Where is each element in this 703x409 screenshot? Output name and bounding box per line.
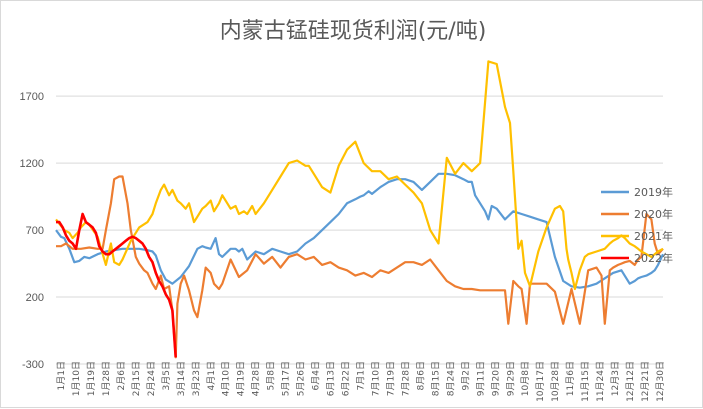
chart-title: 内蒙古锰硅现货利润(元/吨) xyxy=(220,19,487,44)
x-tick-label: 4月28日 xyxy=(251,361,262,396)
x-tick-label: 9月29日 xyxy=(505,361,516,396)
series-line-2 xyxy=(56,175,664,359)
x-tick-label: 4月19日 xyxy=(236,361,247,396)
y-tick-label: 700 xyxy=(26,225,44,237)
x-tick-label: 3月14日 xyxy=(176,361,187,396)
x-tick-label: 9月20日 xyxy=(490,361,501,396)
x-tick-label: 6月4日 xyxy=(311,361,322,390)
x-tick-label: 7月19日 xyxy=(385,361,396,396)
x-tick-label: 5月17日 xyxy=(281,361,292,396)
y-axis-ticks: -300 200 700 1200 1700 xyxy=(20,91,44,371)
x-tick-label: 9月2日 xyxy=(460,361,471,390)
series-line-3 xyxy=(55,60,664,291)
x-tick-label: 5月8日 xyxy=(266,361,277,390)
x-tick-label: 10月28日 xyxy=(550,361,561,402)
y-tick-label: 1200 xyxy=(20,158,44,170)
x-tick-label: 12月30日 xyxy=(655,361,666,402)
x-tick-label: 1月1日 xyxy=(56,361,67,390)
x-tick-label: 12月21日 xyxy=(640,361,651,402)
x-tick-label: 7月28日 xyxy=(400,361,411,396)
series-line-4 xyxy=(56,212,177,358)
legend-label: 2021年 xyxy=(634,229,673,243)
legend: 2019年 2020年 2021年 2022年 xyxy=(601,185,673,265)
legend-label: 2020年 xyxy=(634,207,673,221)
x-tick-label: 3月5日 xyxy=(161,361,172,390)
x-tick-label: 11月24日 xyxy=(595,361,606,402)
x-tick-label: 6月22日 xyxy=(341,361,352,396)
y-tick-label: 200 xyxy=(26,292,44,304)
series-layer xyxy=(55,60,664,359)
series-line-1 xyxy=(55,172,664,289)
x-tick-label: 11月15日 xyxy=(580,361,591,402)
legend-label: 2022年 xyxy=(634,251,673,265)
y-tick-label: 1700 xyxy=(20,91,44,103)
x-tick-label: 1月28日 xyxy=(101,361,112,396)
x-tick-label: 5月26日 xyxy=(296,361,307,396)
x-tick-label: 8月15日 xyxy=(430,361,441,396)
x-tick-label: 3月23日 xyxy=(191,361,202,396)
x-tick-label: 12月12日 xyxy=(625,361,636,402)
x-tick-label: 2月15日 xyxy=(131,361,142,396)
x-tick-label: 1月10日 xyxy=(71,361,82,396)
x-tick-label: 6月13日 xyxy=(326,361,337,396)
x-tick-label: 2月24日 xyxy=(146,361,157,396)
x-tick-label: 11月6日 xyxy=(565,361,576,396)
y-tick-label: -300 xyxy=(22,359,44,371)
x-tick-label: 7月1日 xyxy=(356,361,367,390)
x-tick-label: 10月8日 xyxy=(520,361,531,396)
x-tick-label: 8月24日 xyxy=(445,361,456,396)
x-tick-label: 2月6日 xyxy=(116,361,127,390)
x-tick-label: 9月11日 xyxy=(475,361,486,396)
grid-layer xyxy=(56,95,663,365)
x-tick-label: 10月17日 xyxy=(535,361,546,402)
x-tick-label: 4月10日 xyxy=(221,361,232,396)
x-tick-label: 1月19日 xyxy=(86,361,97,396)
x-tick-label: 4月1日 xyxy=(206,361,217,390)
x-axis-ticks: 1月1日 1月10日 1月19日 1月28日 2月6日 2月15日 2月24日 3月5日 3月1… xyxy=(56,361,666,402)
x-tick-label: 12月3日 xyxy=(610,361,621,396)
x-tick-label: 8月6日 xyxy=(415,361,426,390)
x-tick-label: 7月10日 xyxy=(370,361,381,396)
legend-label: 2019年 xyxy=(634,185,673,199)
